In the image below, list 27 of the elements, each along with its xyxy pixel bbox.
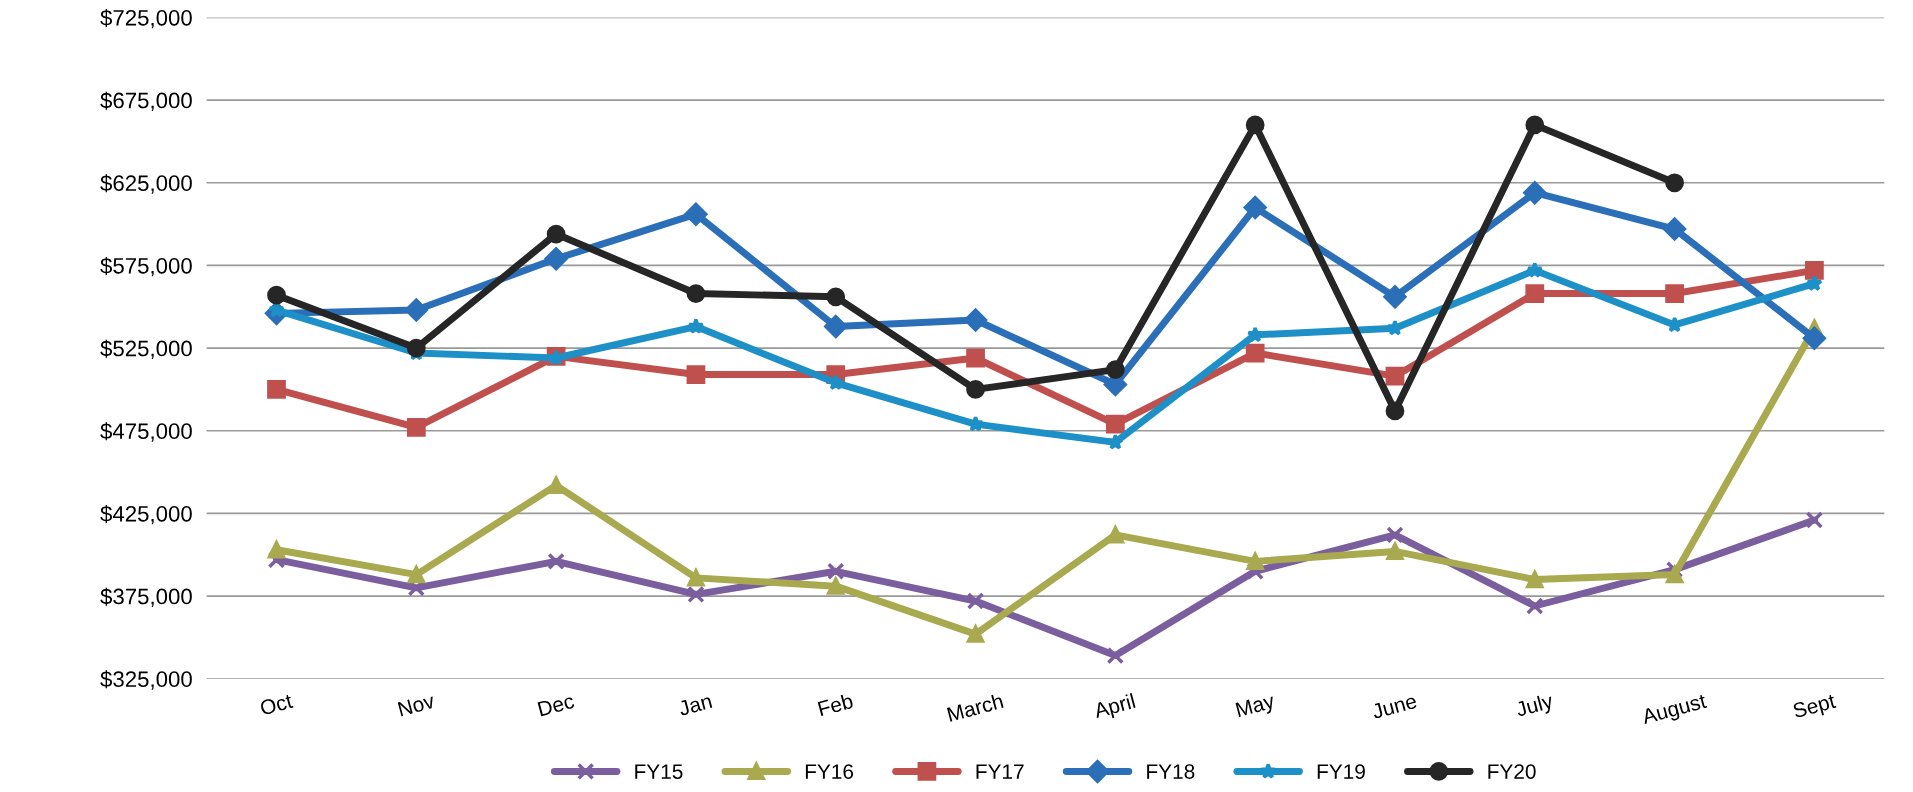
y-tick-label: $575,000 bbox=[100, 257, 192, 277]
x-tick-label: March bbox=[946, 692, 1004, 722]
x-tick-label: July bbox=[1514, 692, 1556, 721]
x-tick-label: Nov bbox=[397, 693, 436, 717]
y-tick-label: $525,000 bbox=[100, 339, 192, 359]
y-tick-label: $475,000 bbox=[100, 422, 192, 442]
x-tick-label: August bbox=[1640, 693, 1709, 729]
y-tick-label: $675,000 bbox=[100, 91, 192, 111]
y-tick-label: $375,000 bbox=[100, 587, 192, 607]
x-tick-label: June bbox=[1371, 693, 1418, 720]
x-tick-label: April bbox=[1092, 692, 1137, 723]
x-tick-label: May bbox=[1235, 693, 1277, 722]
legend-label: FY16 bbox=[805, 764, 854, 779]
x-tick-label: Oct bbox=[259, 693, 294, 716]
legend-label: FY17 bbox=[976, 764, 1024, 779]
legend-label: FY19 bbox=[1317, 764, 1365, 779]
legend-label: FY20 bbox=[1488, 764, 1536, 779]
y-tick-label: $725,000 bbox=[100, 9, 192, 29]
y-tick-label: $425,000 bbox=[100, 505, 192, 525]
y-tick-label: $625,000 bbox=[100, 174, 192, 194]
legend-label: FY18 bbox=[1147, 764, 1195, 779]
x-tick-label: Jan bbox=[677, 693, 713, 717]
legend-label: FY15 bbox=[635, 764, 683, 779]
y-tick-label: $325,000 bbox=[100, 670, 192, 690]
x-tick-label: Feb bbox=[817, 692, 854, 717]
x-tick-label: Sept bbox=[1792, 693, 1838, 723]
x-tick-label: Dec bbox=[537, 693, 575, 717]
